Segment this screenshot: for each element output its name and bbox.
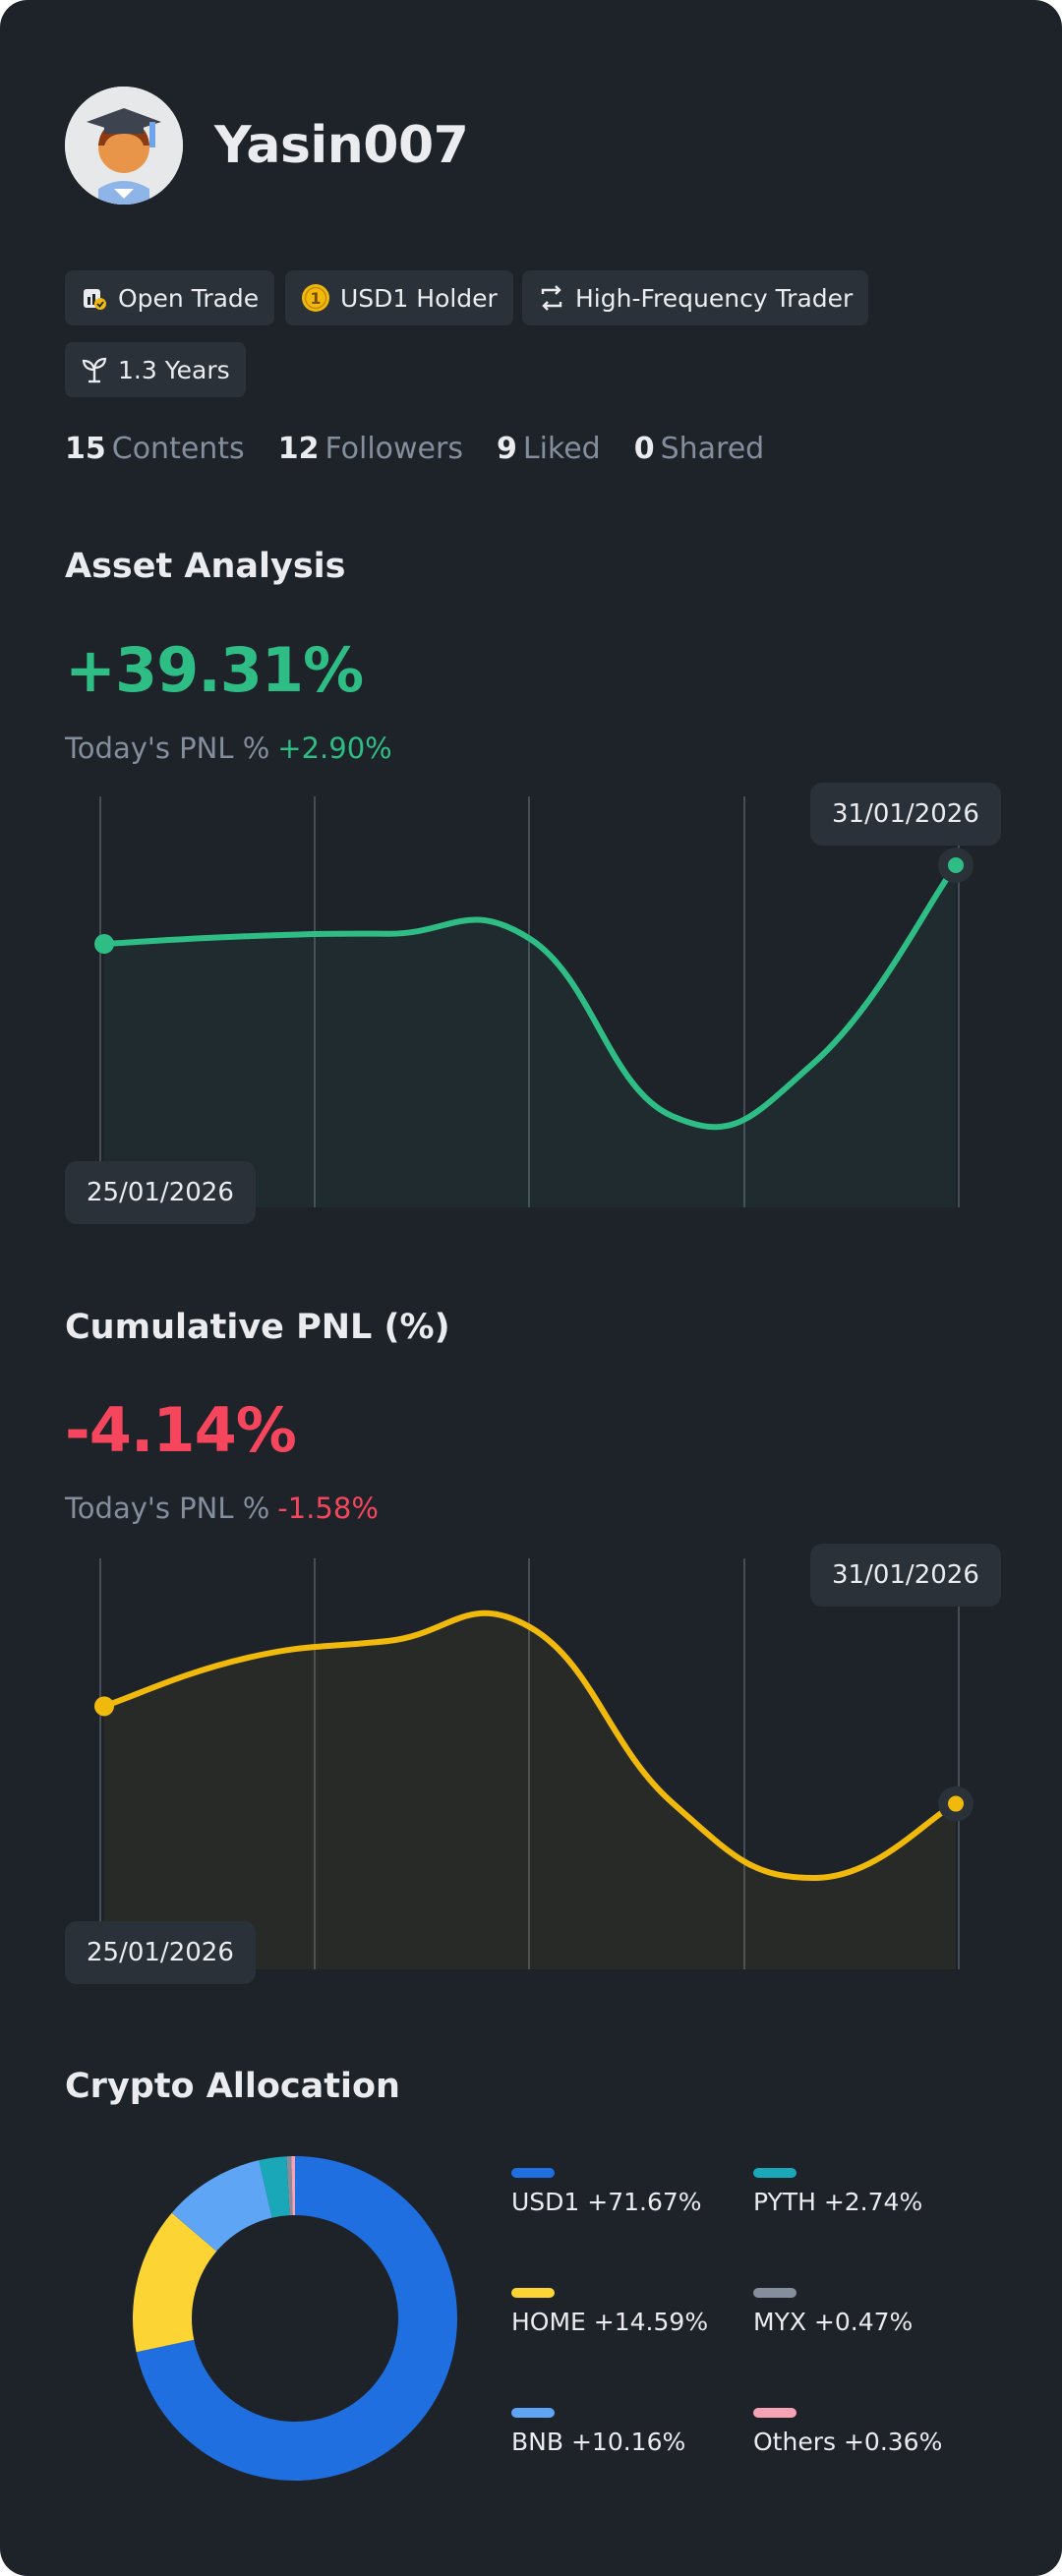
swap-arrows-icon bbox=[541, 285, 562, 311]
allocation-donut-chart[interactable] bbox=[132, 2155, 458, 2482]
stat-value: 15 bbox=[65, 432, 106, 466]
legend-item-usd1: USD1 +71.67% bbox=[511, 2168, 702, 2216]
cumulative-pnl-title: Cumulative PNL (%) bbox=[65, 1308, 450, 1347]
legend-name: PYTH bbox=[753, 2188, 816, 2216]
legend-item-myx: MYX +0.47% bbox=[753, 2288, 913, 2336]
legend-pct: +0.47% bbox=[813, 2308, 914, 2336]
stat-label: Contents bbox=[111, 432, 245, 466]
today-pnl-label: Today's PNL % bbox=[65, 1492, 270, 1525]
profile-stats: 15 Contents 12 Followers 9 Liked 0 Shared bbox=[65, 425, 797, 474]
legend-item-bnb: BNB +10.16% bbox=[511, 2408, 685, 2456]
chart-start-point bbox=[94, 934, 114, 955]
legend-pct: +10.16% bbox=[570, 2428, 686, 2456]
chart-start-point bbox=[94, 1696, 114, 1717]
donut-slice-others[interactable] bbox=[291, 2156, 295, 2216]
asset-today-pnl: Today's PNL % +2.90% bbox=[65, 732, 392, 765]
stat-value: 12 bbox=[277, 432, 320, 466]
today-pnl-value: -1.58% bbox=[277, 1492, 379, 1525]
svg-text:1: 1 bbox=[310, 289, 321, 308]
today-pnl-label: Today's PNL % bbox=[65, 732, 270, 765]
avatar[interactable] bbox=[65, 87, 183, 205]
crypto-allocation-title: Crypto Allocation bbox=[65, 2067, 400, 2106]
donut-slice-bnb[interactable] bbox=[171, 2160, 272, 2252]
stat-label: Liked bbox=[522, 432, 601, 466]
chart-end-point bbox=[948, 1795, 964, 1812]
username: Yasin007 bbox=[214, 116, 469, 175]
stat-value: 9 bbox=[496, 432, 517, 466]
donut-slice-home[interactable] bbox=[133, 2212, 217, 2353]
cumulative-today-pnl: Today's PNL % -1.58% bbox=[65, 1492, 379, 1525]
legend-pct: +71.67% bbox=[587, 2188, 702, 2216]
chart-area-fill bbox=[104, 1612, 956, 1969]
stat-value: 0 bbox=[633, 432, 655, 466]
asset-analysis-chart[interactable] bbox=[0, 787, 1062, 1219]
legend-name: HOME bbox=[511, 2308, 586, 2336]
tag-label: USD1 Holder bbox=[340, 283, 498, 313]
donut-slice-usd1[interactable] bbox=[136, 2156, 457, 2481]
legend-pct: +2.74% bbox=[823, 2188, 923, 2216]
stat-contents[interactable]: 15 Contents bbox=[65, 425, 245, 474]
stat-followers[interactable]: 12 Followers bbox=[278, 425, 463, 474]
legend-item-others: Others +0.36% bbox=[753, 2408, 942, 2456]
tag-label: High-Frequency Trader bbox=[575, 283, 854, 313]
legend-swatch bbox=[511, 2168, 555, 2178]
legend-swatch bbox=[753, 2288, 796, 2298]
legend-name: BNB bbox=[511, 2428, 564, 2456]
cumulative-start-date-chip: 25/01/2026 bbox=[65, 1921, 256, 1984]
legend-item-pyth: PYTH +2.74% bbox=[753, 2168, 922, 2216]
donut-slice-myx[interactable] bbox=[286, 2156, 293, 2216]
stat-shared[interactable]: 0 Shared bbox=[634, 425, 765, 474]
asset-start-date-chip: 25/01/2026 bbox=[65, 1161, 256, 1224]
stat-label: Followers bbox=[324, 432, 463, 466]
cumulative-end-date-chip: 31/01/2026 bbox=[810, 1544, 1001, 1607]
donut-slice-pyth[interactable] bbox=[259, 2156, 290, 2218]
legend-swatch bbox=[753, 2168, 796, 2178]
asset-analysis-title: Asset Analysis bbox=[65, 547, 346, 586]
sprout-icon bbox=[82, 357, 107, 383]
tag-high-frequency-trader[interactable]: High-Frequency Trader bbox=[522, 270, 869, 325]
legend-name: MYX bbox=[753, 2308, 806, 2336]
legend-pct: +14.59% bbox=[593, 2308, 709, 2336]
asset-analysis-value: +39.31% bbox=[65, 634, 364, 706]
legend-item-home: HOME +14.59% bbox=[511, 2288, 708, 2336]
chart-end-point bbox=[948, 857, 964, 873]
cumulative-pnl-chart[interactable] bbox=[0, 1549, 1062, 1981]
legend-pct: +0.36% bbox=[843, 2428, 943, 2456]
tag-usd1-holder[interactable]: 1 USD1 Holder bbox=[285, 270, 513, 325]
cumulative-pnl-value: -4.14% bbox=[65, 1394, 297, 1466]
legend-name: USD1 bbox=[511, 2188, 580, 2216]
chart-series-line bbox=[101, 862, 959, 1131]
tag-label: Open Trade bbox=[118, 283, 260, 313]
asset-end-date-chip: 31/01/2026 bbox=[810, 783, 1001, 846]
legend-swatch bbox=[753, 2408, 796, 2418]
tag-open-trade[interactable]: Open Trade bbox=[65, 270, 275, 325]
today-pnl-value: +2.90% bbox=[277, 732, 392, 765]
usd1-coin-icon: 1 bbox=[302, 284, 329, 312]
graduate-avatar-icon bbox=[65, 87, 183, 205]
open-trade-icon bbox=[84, 289, 106, 310]
chart-series-line bbox=[101, 1610, 959, 1882]
stat-liked[interactable]: 9 Liked bbox=[497, 425, 601, 474]
legend-swatch bbox=[511, 2408, 555, 2418]
tag-account-age[interactable]: 1.3 Years bbox=[65, 342, 246, 397]
legend-swatch bbox=[511, 2288, 555, 2298]
stat-label: Shared bbox=[660, 432, 765, 466]
legend-name: Others bbox=[753, 2428, 837, 2456]
tag-label: 1.3 Years bbox=[118, 355, 230, 384]
